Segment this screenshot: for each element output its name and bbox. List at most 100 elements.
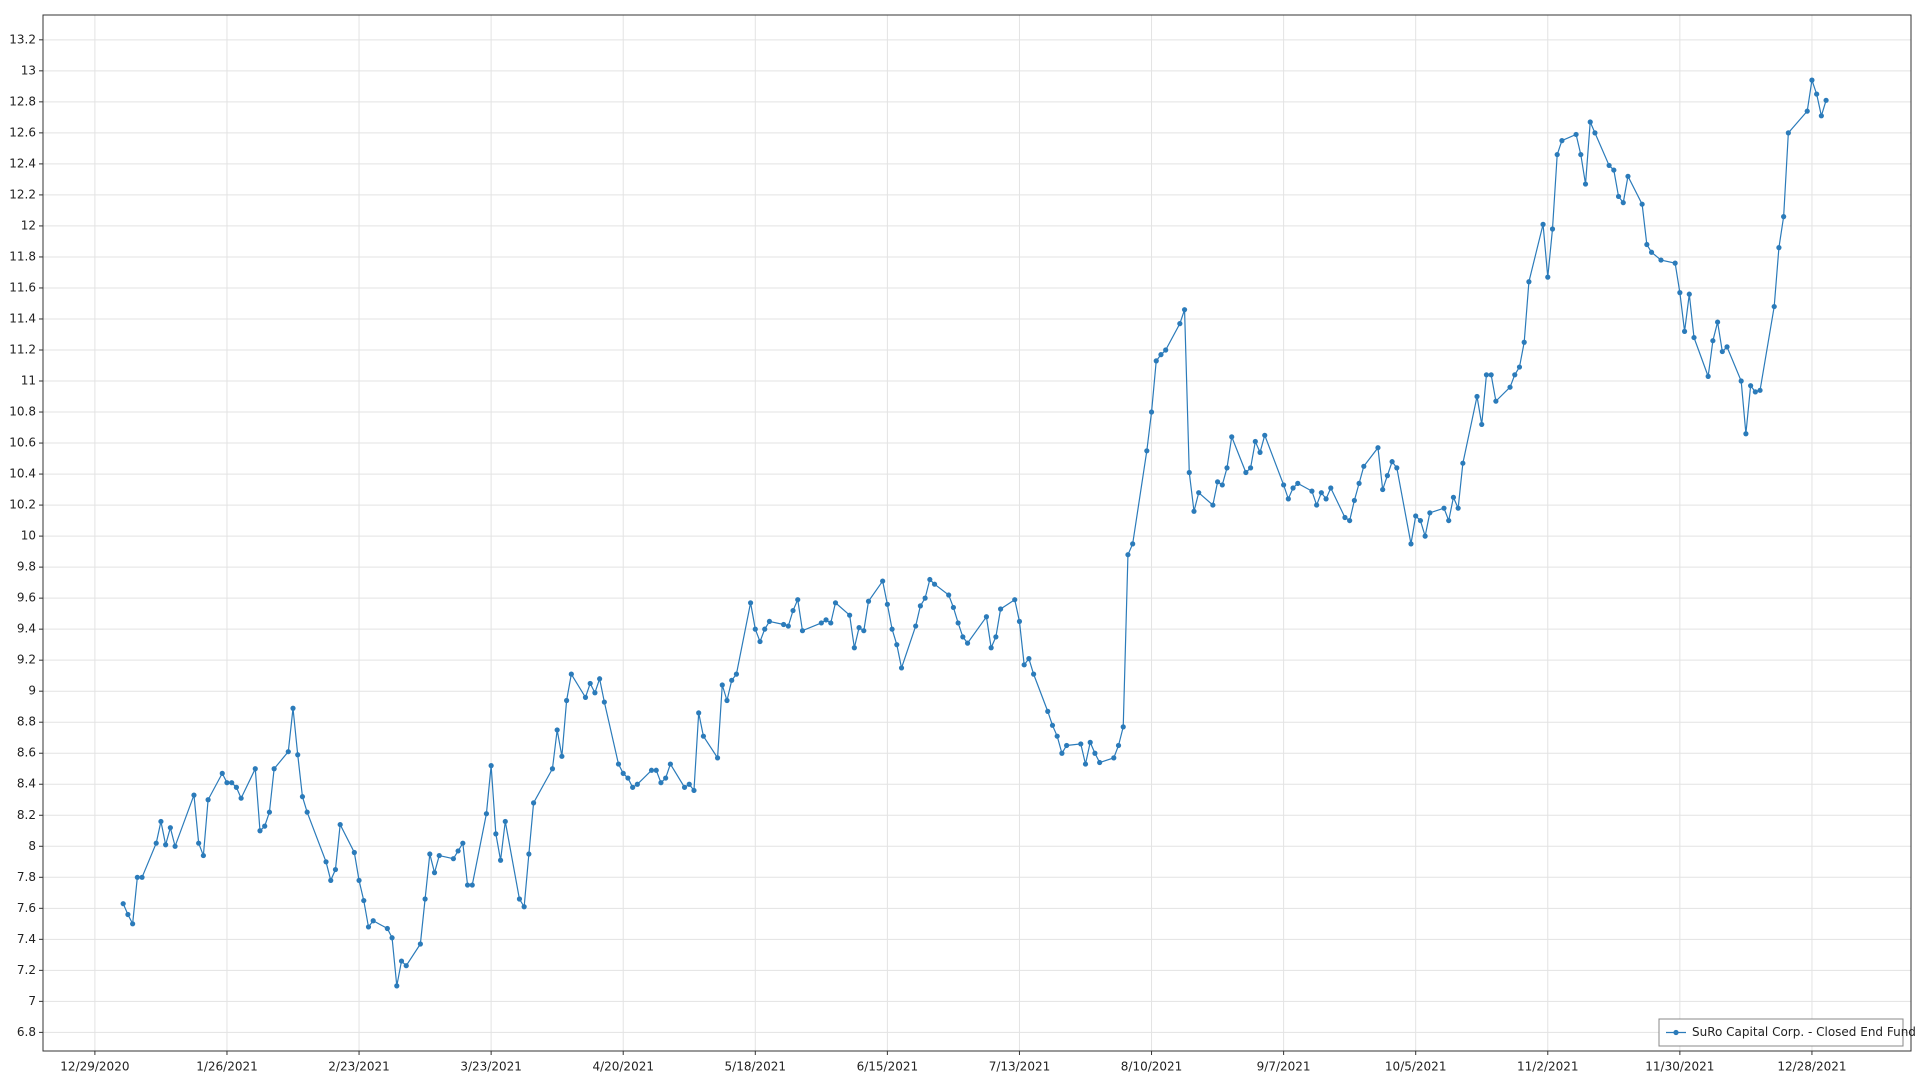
y-tick-label: 12.8 [9, 94, 36, 108]
data-point [1578, 151, 1584, 158]
data-point [733, 671, 740, 677]
data-point [398, 958, 405, 964]
data-point [1375, 445, 1381, 451]
data-point [351, 849, 357, 856]
data-point [620, 770, 626, 776]
data-point [464, 882, 471, 888]
data-point [1441, 505, 1447, 511]
data-point [233, 784, 240, 790]
y-tick-label: 7.2 [17, 963, 36, 977]
data-point [290, 705, 296, 711]
data-point [1479, 421, 1485, 428]
data-point [469, 882, 475, 888]
y-tick-label: 9.2 [17, 653, 36, 667]
data-point [1455, 505, 1461, 511]
x-tick-label: 12/29/2020 [60, 1060, 129, 1074]
x-tick-label: 3/23/2021 [460, 1060, 522, 1074]
data-point [389, 935, 395, 941]
legend-marker [1673, 1029, 1679, 1036]
data-point [167, 825, 173, 831]
data-point [691, 787, 697, 794]
data-point [1196, 490, 1202, 496]
data-point [196, 840, 202, 846]
data-point [1714, 319, 1721, 325]
y-tick-label: 8.8 [17, 715, 36, 729]
data-point [898, 665, 905, 671]
data-point [1285, 496, 1291, 502]
y-tick-label: 8.4 [17, 777, 36, 791]
data-point [1031, 671, 1037, 677]
data-point [889, 626, 895, 632]
series-line [122, 79, 1827, 986]
data-point [530, 800, 537, 806]
data-point [120, 901, 126, 907]
data-point [1125, 552, 1131, 558]
data-point [1224, 465, 1230, 471]
data-point [370, 918, 376, 924]
data-point [356, 877, 362, 884]
data-point [1078, 741, 1084, 747]
data-point [1026, 656, 1032, 662]
data-point [568, 671, 574, 677]
data-point [931, 581, 938, 587]
y-tick-label: 7.4 [17, 932, 36, 946]
y-tick-label: 10.6 [9, 436, 36, 450]
data-point [1247, 465, 1254, 471]
data-point [1417, 517, 1424, 524]
data-point [1408, 541, 1414, 547]
data-point [1483, 372, 1490, 378]
y-tick-label: 8.6 [17, 746, 36, 760]
data-point [653, 767, 659, 773]
data-point [460, 840, 466, 846]
y-tick-label: 6.8 [17, 1025, 36, 1039]
data-point [1785, 130, 1791, 136]
data-point [1488, 372, 1494, 378]
data-point [865, 598, 872, 604]
data-point [1776, 245, 1782, 251]
y-tick-label: 12.2 [9, 187, 36, 201]
data-point [1318, 490, 1324, 496]
data-point [1380, 486, 1386, 493]
data-point [747, 600, 754, 606]
data-point [1361, 463, 1367, 469]
data-point [238, 795, 244, 801]
data-point [332, 866, 339, 873]
data-point [1422, 533, 1428, 539]
data-point [394, 983, 400, 989]
y-tick-label: 10.4 [9, 467, 36, 481]
data-point [1587, 119, 1593, 125]
data-point [205, 797, 211, 803]
data-point [1545, 274, 1551, 280]
data-point [663, 775, 669, 781]
data-point [1512, 372, 1518, 378]
data-point [1243, 469, 1249, 476]
data-point [1413, 513, 1419, 519]
data-point [483, 811, 490, 817]
data-point [257, 828, 263, 834]
y-tick-label: 11.2 [9, 342, 36, 356]
data-point [1049, 722, 1056, 728]
data-point [139, 874, 145, 880]
data-point [1719, 348, 1725, 355]
data-point [521, 904, 527, 910]
data-point [1120, 724, 1126, 730]
data-point [913, 623, 919, 629]
data-point [1615, 193, 1622, 200]
data-point [158, 818, 164, 825]
data-point [200, 852, 206, 859]
y-tick-label: 10.8 [9, 405, 36, 419]
data-point [1644, 241, 1650, 248]
data-point [1540, 221, 1546, 227]
x-tick-label: 10/5/2021 [1385, 1060, 1447, 1074]
data-point [1295, 480, 1301, 486]
data-point [125, 911, 131, 918]
data-point [785, 623, 791, 629]
y-tick-label: 13.2 [9, 32, 36, 46]
data-point [762, 626, 768, 632]
data-point [1521, 339, 1527, 345]
data-point [403, 963, 409, 969]
data-point [1639, 201, 1645, 207]
data-point [1064, 742, 1070, 749]
data-point [554, 727, 560, 733]
data-point [1710, 338, 1716, 344]
